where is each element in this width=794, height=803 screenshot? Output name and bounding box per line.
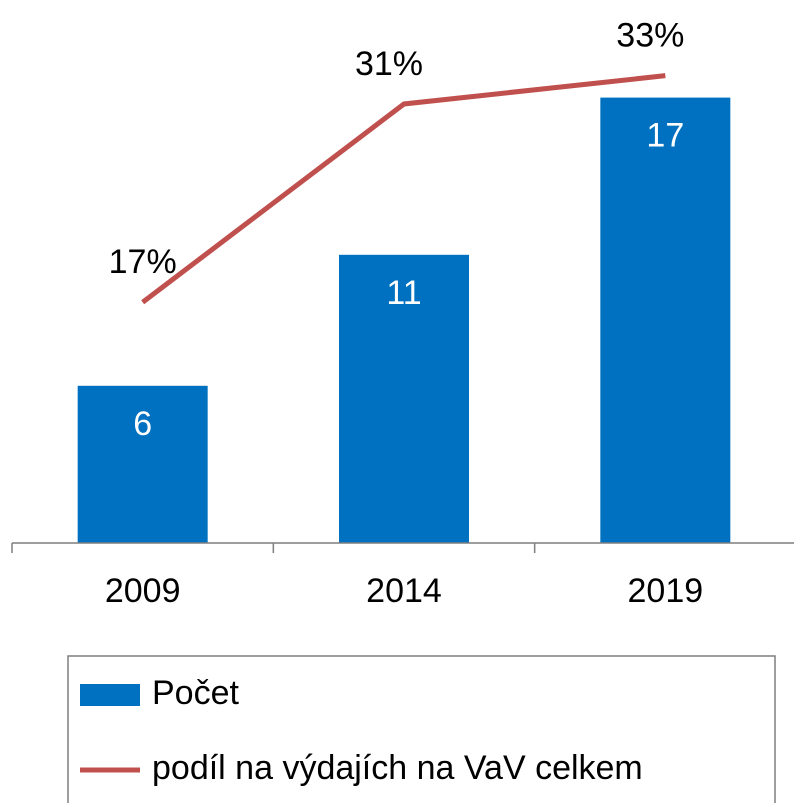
bar [339, 254, 469, 544]
legend-box [67, 655, 776, 803]
line-label: 17% [109, 243, 177, 281]
x-tick-label: 2009 [105, 572, 181, 610]
x-tick-label: 2019 [628, 572, 704, 610]
bar [77, 385, 208, 543]
bar-label: 6 [133, 405, 152, 443]
bar-label: 11 [386, 274, 421, 312]
bar [600, 97, 731, 543]
legend-swatch [80, 684, 140, 706]
legend-label: podíl na výdajích na VaV celkem [152, 749, 643, 787]
bar-label: 17 [646, 117, 684, 155]
line-label: 33% [616, 17, 684, 55]
line [141, 73, 666, 305]
legend-label: Počet [152, 674, 239, 712]
x-tick-label: 2014 [366, 572, 442, 610]
line-label: 31% [355, 45, 423, 83]
